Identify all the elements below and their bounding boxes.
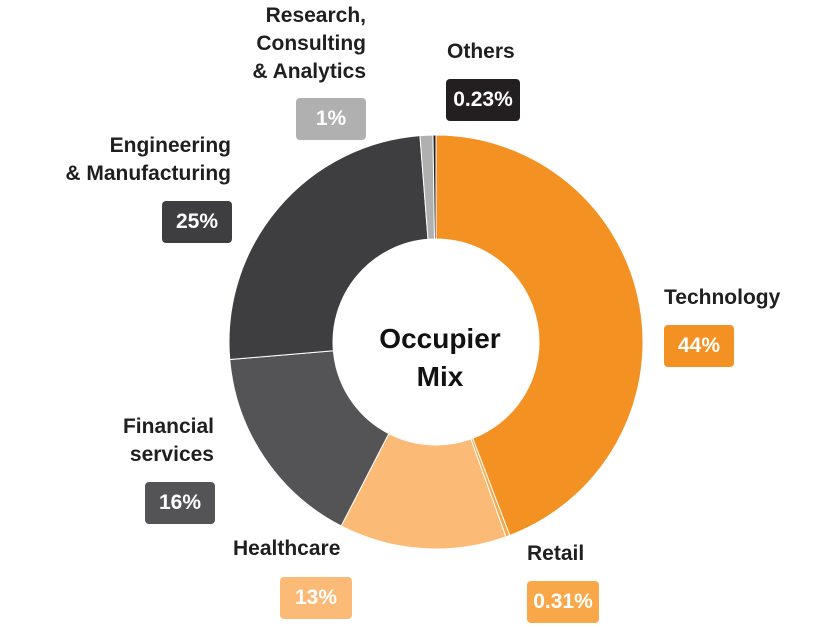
slice-financial-services: [229, 350, 390, 527]
badge-others: 0.23%: [446, 79, 520, 121]
donut-slices: [228, 134, 644, 550]
slice-technology: [435, 134, 644, 537]
label-healthcare: Healthcare: [233, 537, 341, 560]
label-technology: Technology: [664, 286, 781, 309]
badge-retail: 0.31%: [527, 581, 599, 623]
chart-center-title: Occupier Mix: [379, 323, 501, 392]
label-financial-services: Financial services: [122, 415, 214, 466]
badge-financial-services: 16%: [145, 482, 215, 524]
slice-healthcare: [340, 432, 507, 550]
label-others: Others: [447, 40, 515, 63]
slice-others: [432, 134, 437, 240]
label-research-consulting-analytics: Research, Consulting & Analytics: [252, 4, 366, 83]
label-retail: Retail: [527, 542, 585, 565]
badge-engineering-manufacturing: 25%: [162, 201, 232, 243]
slice-engineering-manufacturing: [228, 135, 429, 361]
badge-technology: 44%: [664, 325, 734, 367]
label-engineering-manufacturing: Engineering & Manufacturing: [65, 134, 231, 185]
badge-research-consulting-analytics: 1%: [296, 98, 366, 140]
badge-healthcare: 13%: [280, 577, 352, 619]
